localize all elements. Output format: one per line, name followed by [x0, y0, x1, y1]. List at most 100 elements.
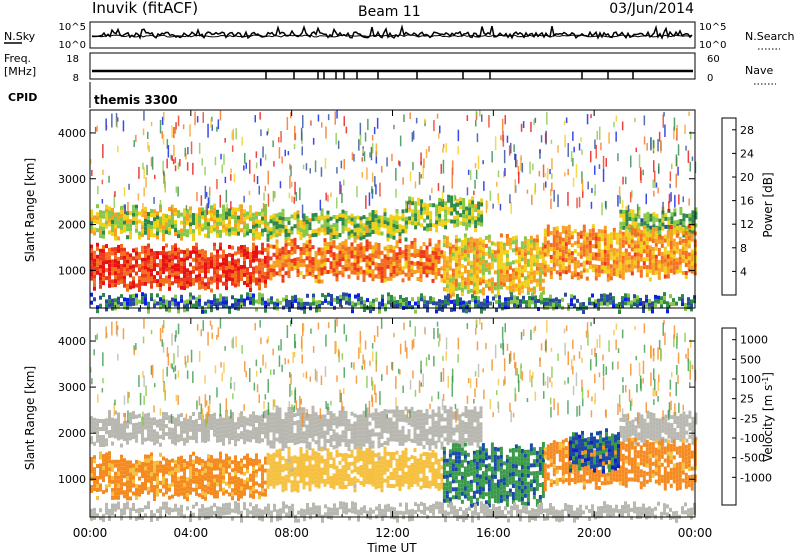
heatmap-cell: [272, 225, 276, 230]
heatmap-cell: [96, 266, 99, 271]
heatmap-cell: [484, 267, 488, 272]
speckle-cell: [243, 195, 245, 203]
heatmap-cell: [600, 265, 604, 270]
heatmap-cell: [311, 409, 315, 414]
heatmap-cell: [321, 301, 324, 306]
heatmap-cell: [93, 475, 96, 480]
speckle-cell: [295, 191, 297, 202]
heatmap-cell: [475, 254, 479, 259]
heatmap-cell: [350, 435, 354, 440]
heatmap-cell: [486, 303, 489, 308]
heatmap-cell: [401, 425, 405, 430]
speckle-cell: [500, 135, 502, 141]
heatmap-cell: [171, 281, 174, 286]
heatmap-cell: [546, 268, 550, 273]
heatmap-cell: [120, 427, 123, 432]
speckle-cell: [233, 173, 236, 183]
heatmap-cell: [625, 210, 629, 215]
speckle-cell: [196, 116, 199, 123]
heatmap-cell: [207, 257, 210, 262]
heatmap-cell: [207, 303, 210, 308]
speckle-cell: [255, 162, 258, 169]
heatmap-cell: [272, 213, 276, 218]
heatmap-cell: [195, 439, 198, 444]
heatmap-cell: [192, 412, 195, 416]
heatmap-cell: [646, 434, 650, 439]
heatmap-cell: [305, 416, 309, 421]
heatmap-cell: [416, 261, 420, 265]
speckle-cell: [550, 139, 553, 144]
heatmap-cell: [168, 300, 171, 305]
heatmap-cell: [219, 229, 222, 234]
heatmap-cell: [446, 437, 450, 442]
heatmap-cell: [189, 210, 192, 215]
heatmap-cell: [660, 235, 664, 240]
heatmap-cell: [463, 241, 467, 246]
heatmap-cell: [514, 275, 518, 280]
heatmap-cell: [661, 218, 665, 223]
heatmap-cell: [126, 287, 129, 292]
heatmap-cell: [672, 298, 675, 303]
heatmap-cell: [416, 441, 420, 446]
speckle-cell: [499, 203, 502, 211]
heatmap-cell: [237, 437, 240, 442]
heatmap-cell: [159, 279, 162, 284]
heatmap-cell: [678, 248, 682, 253]
heatmap-cell: [618, 242, 622, 247]
heatmap-cell: [141, 273, 144, 278]
heatmap-cell: [347, 254, 351, 259]
heatmap-cell: [138, 284, 141, 288]
heatmap-cell: [437, 418, 441, 423]
heatmap-cell: [368, 241, 372, 246]
heatmap-cell: [459, 221, 463, 226]
heatmap-cell: [396, 300, 399, 304]
heatmap-cell: [528, 304, 531, 308]
heatmap-cell: [389, 417, 393, 422]
heatmap-cell: [389, 222, 393, 227]
heatmap-cell: [442, 239, 446, 244]
heatmap-cell: [449, 422, 453, 427]
heatmap-cell: [538, 246, 542, 251]
heatmap-cell: [669, 269, 673, 273]
heatmap-cell: [493, 294, 497, 299]
heatmap-cell: [630, 271, 634, 276]
heatmap-cell: [312, 293, 315, 298]
heatmap-cell: [526, 242, 530, 247]
heatmap-cell: [96, 216, 99, 221]
heatmap-cell: [102, 490, 105, 495]
speckle-cell: [154, 174, 156, 180]
heatmap-cell: [461, 420, 465, 425]
speckle-cell: [111, 113, 113, 128]
heatmap-cell: [102, 261, 105, 266]
heatmap-cell: [347, 231, 351, 236]
heatmap-cell: [189, 282, 192, 287]
heatmap-cell: [144, 222, 147, 227]
heatmap-cell: [411, 213, 415, 218]
heatmap-cell: [371, 245, 375, 250]
heatmap-cell: [681, 302, 684, 307]
heatmap-cell: [255, 231, 258, 236]
heatmap-cell: [405, 301, 408, 306]
heatmap-cell: [425, 265, 429, 270]
heatmap-cell: [243, 233, 246, 238]
heatmap-cell: [475, 242, 479, 247]
heatmap-cell: [651, 231, 655, 235]
heatmap-cell: [320, 208, 324, 213]
heatmap-cell: [657, 259, 661, 264]
heatmap-cell: [363, 308, 366, 312]
heatmap-cell: [390, 302, 393, 307]
heatmap-cell: [275, 233, 279, 238]
heatmap-cell: [365, 220, 369, 225]
heatmap-cell: [651, 301, 654, 306]
heatmap-cell: [452, 439, 456, 444]
speckle-cell: [150, 157, 153, 167]
heatmap-cell: [353, 232, 357, 237]
heatmap-cell: [526, 286, 530, 291]
heatmap-cell: [222, 216, 225, 221]
heatmap-cell: [359, 216, 363, 221]
speckle-cell: [409, 201, 411, 210]
speckle-cell: [645, 193, 647, 205]
speckle-cell: [278, 137, 280, 143]
heatmap-cell: [422, 421, 426, 426]
heatmap-cell: [266, 225, 270, 230]
